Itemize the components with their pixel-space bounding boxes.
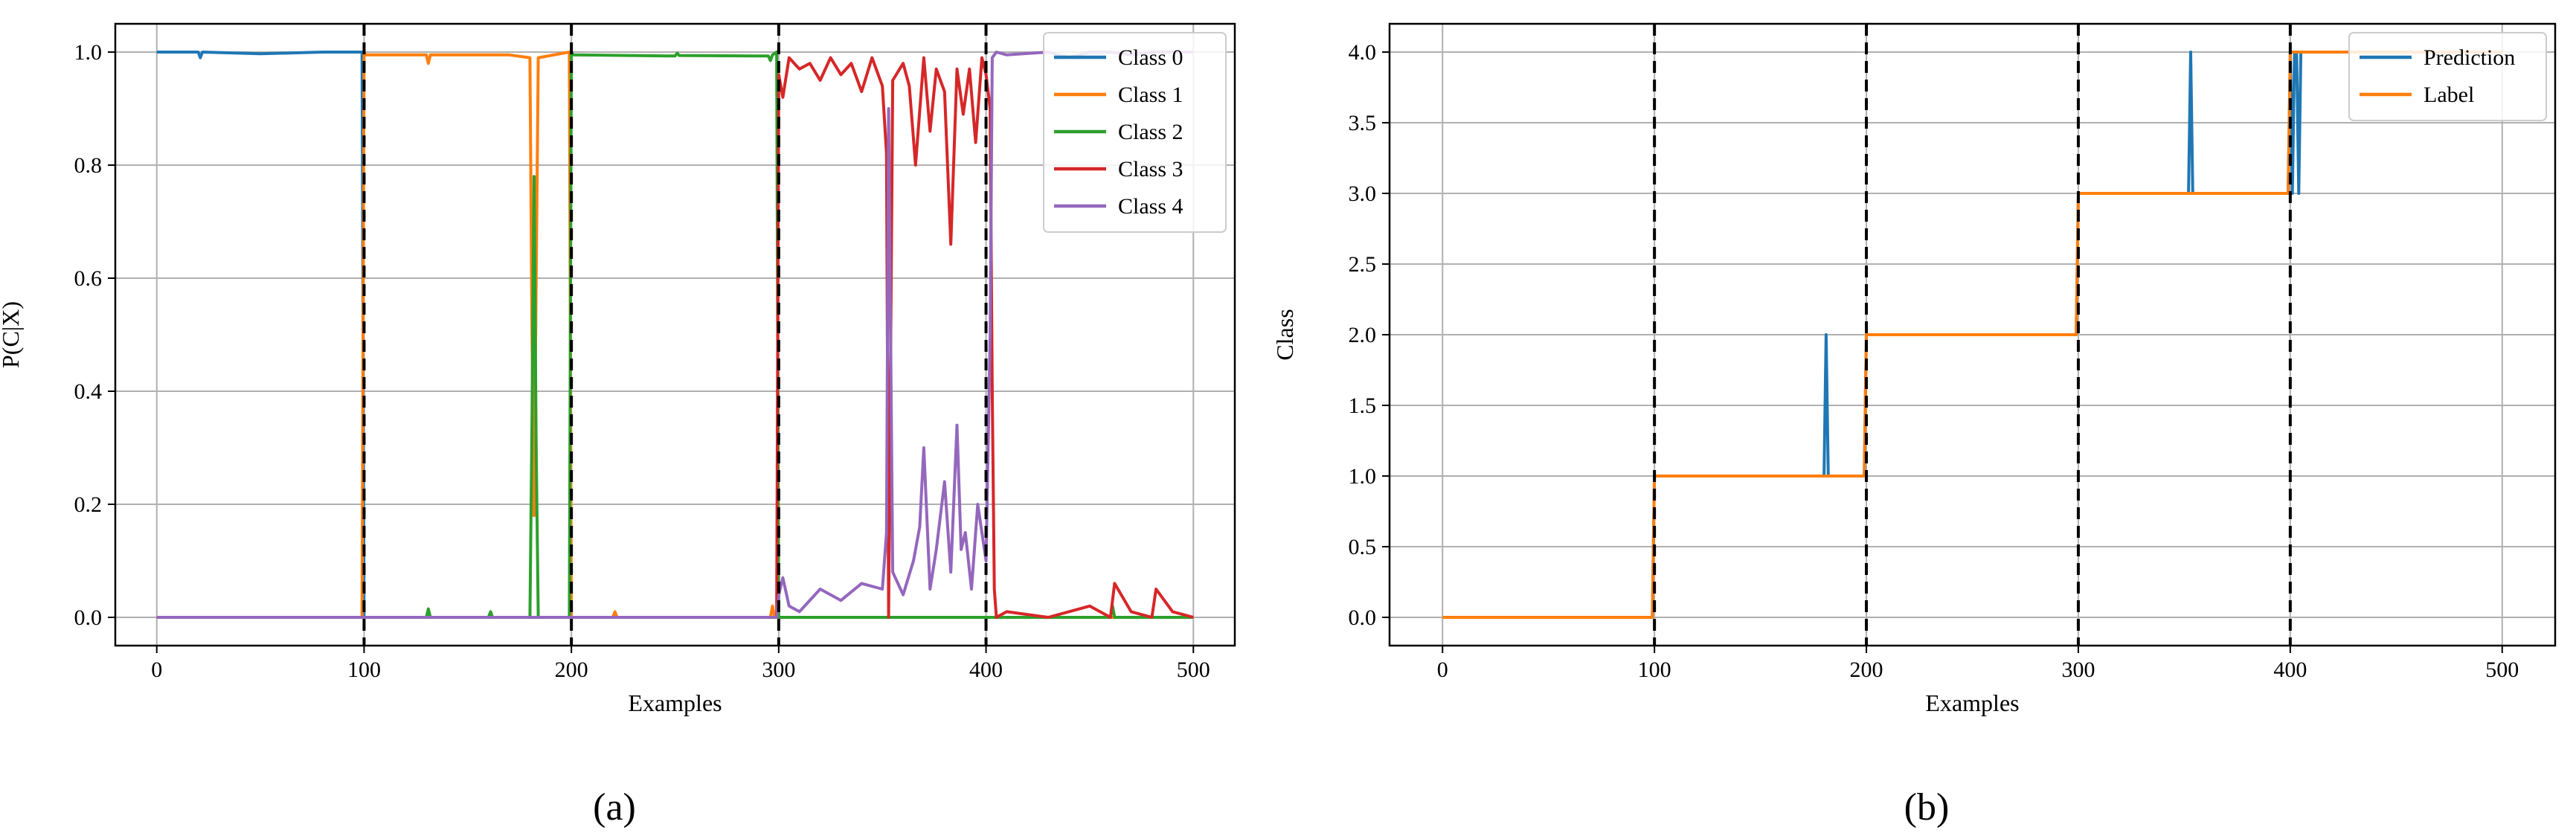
y-tick-label: 3.0	[1349, 181, 1377, 206]
y-tick-label: 2.0	[1349, 323, 1377, 347]
y-axis-label: Class	[1271, 309, 1298, 360]
legend: Class 0 Class 1 Class 2 Class 3 Class 4	[1043, 32, 1227, 233]
x-tick-label: 300	[2061, 658, 2095, 682]
y-tick-label: 0.5	[1349, 535, 1377, 559]
x-tick-label: 0	[1437, 658, 1448, 682]
caption-b: (b)	[1904, 786, 1950, 829]
x-tick-label: 0	[151, 658, 162, 682]
y-tick-label: 2.5	[1349, 252, 1377, 277]
y-axis-label: P(C|X)	[0, 301, 24, 368]
y-tick-label: 0.0	[1349, 605, 1377, 630]
y-tick-label: 1.5	[1349, 393, 1377, 418]
chart-panel-a: 0 100 200 300 400 500 0.0 0.2 0.4 0.6 0.8 1.0 Exampl…	[0, 22, 1236, 716]
legend-box	[2348, 32, 2547, 121]
x-tick-label: 100	[347, 658, 381, 682]
x-tick-label: 500	[2485, 658, 2519, 682]
x-axis-label: Examples	[628, 689, 722, 716]
y-tick-label: 0.0	[74, 605, 103, 630]
x-tick-label: 500	[1177, 658, 1210, 682]
y-tick-label: 0.2	[74, 492, 103, 517]
x-tick-label: 100	[1638, 658, 1671, 682]
x-tick-label: 200	[555, 658, 588, 682]
y-tick-label: 1.0	[1349, 464, 1377, 489]
legend-label: Label	[2424, 83, 2474, 107]
legend-label: Prediction	[2424, 45, 2515, 70]
caption-a: (a)	[593, 786, 636, 829]
legend-label: Class 3	[1118, 157, 1183, 181]
y-tick-label: 1.0	[74, 40, 103, 65]
x-axis-label: Examples	[1925, 689, 2019, 716]
plot-frame	[114, 22, 1236, 647]
y-tick-label: 0.4	[74, 379, 103, 404]
series-line-class-0	[156, 51, 1194, 619]
legend-label: Class 0	[1118, 45, 1183, 70]
series-line-class-3	[156, 56, 1194, 619]
x-tick-label: 200	[1850, 658, 1883, 682]
series-line-class-4	[156, 51, 1194, 619]
y-tick-label: 4.0	[1349, 40, 1377, 65]
y-tick-label: 0.6	[74, 266, 103, 291]
series-line-class-2	[156, 51, 1194, 619]
legend-box	[1043, 32, 1227, 233]
x-tick-label: 400	[2273, 658, 2307, 682]
legend-label: Class 2	[1118, 120, 1183, 144]
x-tick-label: 400	[969, 658, 1003, 682]
chart-panel-b: 0 100 200 300 400 500 0.0 0.5 1.0 1.5 2.0 2.5 3.0 3.5…	[1271, 22, 2557, 716]
series-line-class-1	[156, 51, 1194, 619]
x-tick-label: 300	[762, 658, 795, 682]
y-tick-label: 0.8	[74, 153, 103, 178]
legend-label: Class 1	[1118, 83, 1183, 107]
legend: Prediction Label	[2348, 32, 2547, 121]
y-tick-label: 3.5	[1349, 111, 1377, 135]
legend-label: Class 4	[1118, 194, 1183, 219]
